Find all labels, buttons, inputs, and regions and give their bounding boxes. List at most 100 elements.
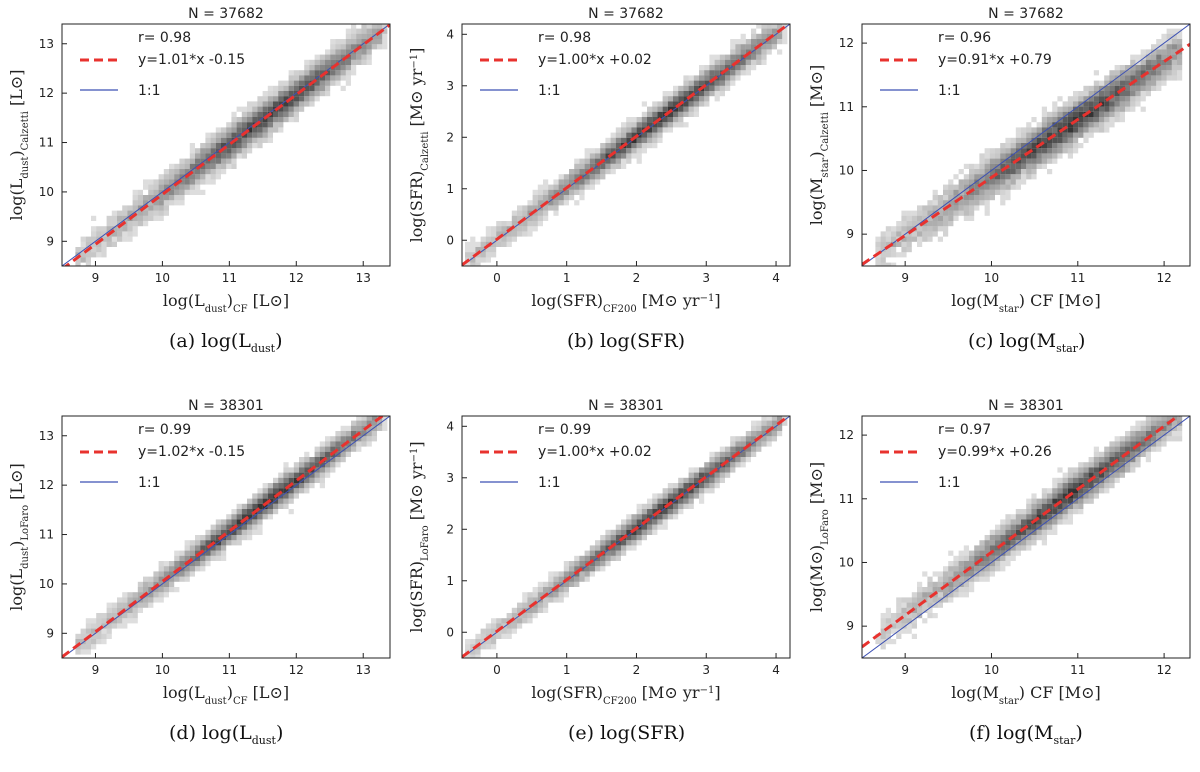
density-bin	[1078, 467, 1084, 473]
density-bin	[927, 576, 933, 582]
density-bin	[714, 70, 720, 76]
density-bin	[974, 189, 980, 195]
density-bin	[673, 483, 679, 489]
density-bin	[1078, 127, 1084, 133]
density-bin	[267, 509, 273, 515]
density-bin	[1026, 524, 1032, 530]
density-bin	[1119, 457, 1125, 463]
density-bin	[231, 529, 237, 535]
density-bin	[174, 174, 180, 180]
density-bin	[683, 111, 689, 117]
density-bin	[1047, 122, 1053, 128]
density-bin	[1119, 451, 1125, 457]
density-bin	[80, 639, 86, 645]
density-bin	[210, 524, 216, 530]
density-bin	[621, 122, 627, 128]
density-bin	[932, 221, 938, 227]
density-bin	[537, 592, 543, 598]
density-bin	[963, 587, 969, 593]
density-bin	[532, 205, 538, 211]
density-bin	[1010, 163, 1016, 169]
density-bin	[891, 618, 897, 624]
density-bin	[901, 628, 907, 634]
density-bin	[527, 215, 533, 221]
density-bin	[569, 174, 575, 180]
density-bin	[1073, 106, 1079, 112]
density-bin	[766, 44, 772, 50]
density-bin	[1161, 54, 1167, 60]
density-bin	[963, 215, 969, 221]
density-bin	[772, 405, 777, 410]
density-bin	[974, 184, 980, 190]
density-bin	[745, 70, 751, 76]
density-bin	[1140, 436, 1146, 442]
density-bin	[278, 472, 284, 478]
density-bin	[662, 488, 668, 494]
density-bin	[631, 545, 637, 551]
density-bin	[989, 555, 995, 561]
density-bin	[91, 639, 97, 645]
density-bin	[330, 70, 336, 76]
density-bin	[543, 587, 549, 593]
density-bin	[641, 137, 647, 143]
density-bin	[117, 236, 123, 242]
density-bin	[1166, 425, 1172, 431]
density-bin	[1125, 85, 1131, 91]
density-bin	[543, 210, 549, 216]
density-bin	[777, 49, 783, 55]
density-bin	[948, 576, 954, 582]
density-bin	[382, 420, 388, 426]
density-bin	[501, 628, 507, 634]
density-bin	[1135, 75, 1141, 81]
density-bin	[169, 561, 175, 567]
density-bin	[200, 169, 206, 175]
density-bin	[475, 241, 481, 247]
density-bin	[465, 660, 470, 665]
density-bin	[1026, 529, 1032, 535]
density-bin	[631, 132, 637, 138]
density-bin	[522, 205, 528, 211]
density-bin	[1052, 117, 1058, 123]
density-bin	[974, 550, 980, 556]
density-bin	[740, 457, 746, 463]
density-bin	[96, 247, 102, 253]
density-bin	[241, 503, 247, 509]
density-bin	[943, 210, 949, 216]
density-bin	[485, 247, 491, 253]
density-bin	[880, 628, 886, 634]
density-bin	[647, 503, 653, 509]
density-bin	[200, 179, 206, 185]
density-bin	[595, 153, 601, 159]
y-axis-title: log(SFR)Calzetti [M⊙ yr−1]	[407, 48, 431, 243]
density-bin	[1057, 477, 1063, 483]
density-bin	[1177, 39, 1183, 45]
density-bin	[1005, 540, 1011, 546]
density-bin	[1151, 436, 1157, 442]
density-bin	[584, 158, 590, 164]
density-bin	[200, 174, 206, 180]
density-bin	[351, 49, 357, 55]
density-bin	[709, 451, 715, 457]
density-bin	[1031, 535, 1037, 541]
density-bin	[371, 33, 377, 39]
density-bin	[751, 425, 757, 431]
density-bin	[963, 179, 969, 185]
density-bin	[1052, 127, 1058, 133]
density-bin	[356, 54, 362, 60]
density-bin	[647, 127, 653, 133]
density-bin	[179, 200, 185, 206]
density-bin	[761, 39, 767, 45]
density-bin	[880, 236, 886, 242]
density-bin	[1041, 519, 1047, 525]
density-bin	[615, 158, 621, 164]
density-bin	[1151, 410, 1156, 415]
density-bin	[236, 143, 242, 149]
density-bin	[226, 127, 232, 133]
density-bin	[626, 132, 632, 138]
density-bin	[1047, 529, 1053, 535]
density-bin	[480, 252, 486, 258]
density-bin	[1067, 498, 1073, 504]
density-bin	[943, 231, 949, 237]
density-bin	[475, 257, 481, 263]
density-bin	[1177, 416, 1183, 421]
